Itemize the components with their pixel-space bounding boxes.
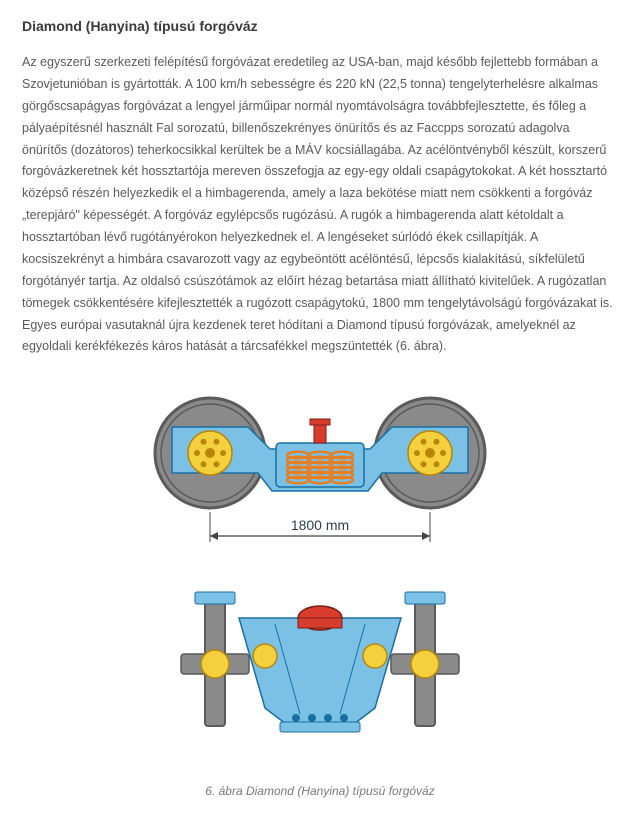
section-title: Diamond (Hanyina) típusú forgóváz: [22, 18, 618, 34]
body-paragraph: Az egyszerű szerkezeti felépítésű forgóv…: [22, 52, 618, 358]
figure-container: 1800 mm 6. ábra Diamond (Hanyina) típusú…: [22, 378, 618, 798]
figure-caption: 6. ábra Diamond (Hanyina) típusú forgóvá…: [22, 784, 618, 798]
bogie-diagram: 1800 mm: [100, 378, 540, 778]
svg-text:1800 mm: 1800 mm: [291, 517, 349, 533]
